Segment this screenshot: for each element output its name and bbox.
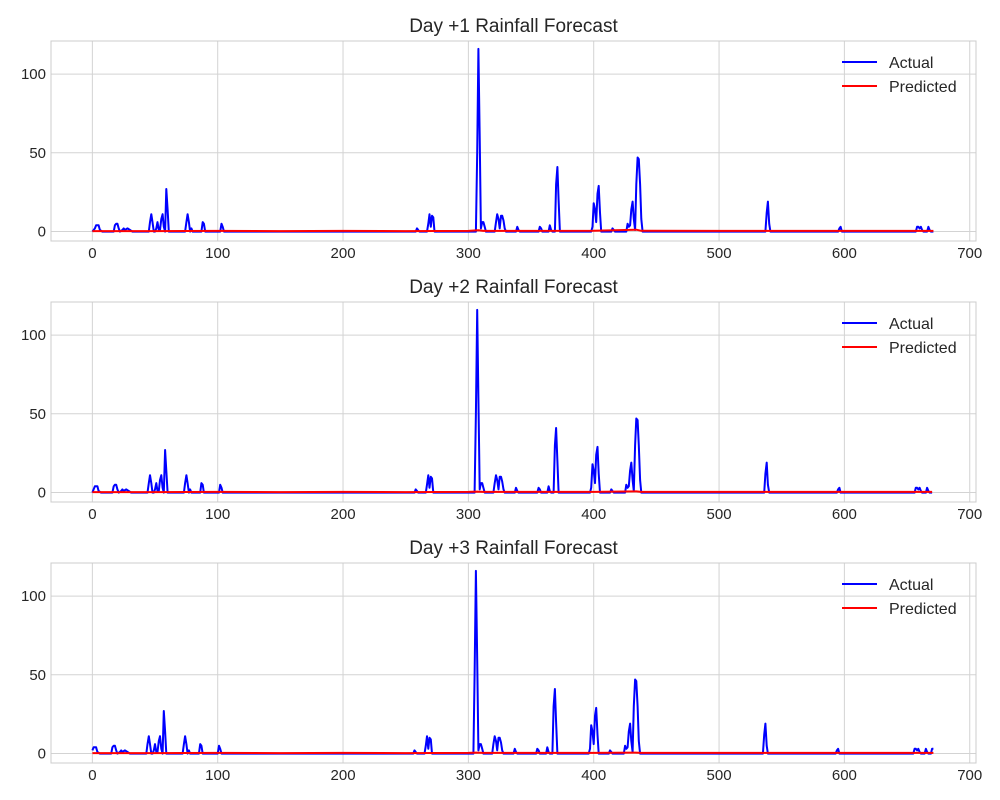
legend: Actual Predicted <box>842 577 957 618</box>
x-tick-label: 0 <box>88 767 96 784</box>
legend-label-predicted: Predicted <box>889 601 957 618</box>
x-tick-label: 0 <box>88 245 96 262</box>
y-tick-label: 0 <box>38 485 46 502</box>
chart-title: Day +2 Rainfall Forecast <box>409 277 618 298</box>
x-tick-label: 200 <box>331 506 356 523</box>
x-tick-label: 400 <box>581 245 606 262</box>
legend-label-predicted: Predicted <box>889 79 957 96</box>
x-tick-label: 500 <box>707 245 732 262</box>
y-tick-label: 100 <box>21 588 46 605</box>
y-tick-label: 50 <box>29 667 46 684</box>
y-tick-label: 50 <box>29 406 46 423</box>
forecast-panel-1: 0 100 200 300 400 500 600 700 0 50 100 Day +1 Rainf… <box>21 16 982 262</box>
x-tick-label: 300 <box>456 506 481 523</box>
x-tick-label: 700 <box>957 506 982 523</box>
x-tick-label: 700 <box>957 767 982 784</box>
y-tick-label: 100 <box>21 66 46 83</box>
x-tick-label: 200 <box>331 767 356 784</box>
legend-label-actual: Actual <box>889 316 933 333</box>
x-tick-label: 200 <box>331 245 356 262</box>
x-tick-label: 300 <box>456 245 481 262</box>
legend-label-actual: Actual <box>889 577 933 594</box>
x-tick-label: 300 <box>456 767 481 784</box>
x-tick-label: 100 <box>205 245 230 262</box>
x-tick-label: 600 <box>832 767 857 784</box>
x-tick-label: 500 <box>707 506 732 523</box>
chart-title: Day +3 Rainfall Forecast <box>409 538 618 559</box>
series-line-predicted <box>92 490 933 494</box>
x-tick-label: 100 <box>205 767 230 784</box>
series-line-actual <box>91 47 934 233</box>
legend-label-predicted: Predicted <box>889 340 957 357</box>
forecast-panel-3: 0 100 200 300 400 500 600 700 0 50 100 Day +3 Rainf… <box>21 538 982 784</box>
plot-frame <box>50 40 977 242</box>
legend: Actual Predicted <box>842 55 957 96</box>
legend: Actual Predicted <box>842 316 957 357</box>
series-line-actual <box>91 569 934 755</box>
plot-frame <box>50 562 977 764</box>
series-line-predicted <box>92 751 934 755</box>
legend-label-actual: Actual <box>889 55 933 72</box>
x-tick-label: 400 <box>581 767 606 784</box>
plot-frame <box>50 301 977 503</box>
forecast-panel-2: 0 100 200 300 400 500 600 700 0 50 100 Day +2 Rainf… <box>21 277 982 523</box>
y-tick-label: 100 <box>21 327 46 344</box>
chart-title: Day +1 Rainfall Forecast <box>409 16 618 37</box>
y-tick-label: 0 <box>38 224 46 241</box>
series-line-actual <box>91 308 933 494</box>
x-tick-label: 400 <box>581 506 606 523</box>
series-line-predicted <box>92 228 934 233</box>
x-tick-label: 500 <box>707 767 732 784</box>
x-tick-label: 600 <box>832 506 857 523</box>
x-tick-label: 100 <box>205 506 230 523</box>
y-tick-label: 0 <box>38 746 46 763</box>
y-tick-label: 50 <box>29 145 46 162</box>
x-tick-label: 700 <box>957 245 982 262</box>
x-tick-label: 0 <box>88 506 96 523</box>
x-tick-label: 600 <box>832 245 857 262</box>
